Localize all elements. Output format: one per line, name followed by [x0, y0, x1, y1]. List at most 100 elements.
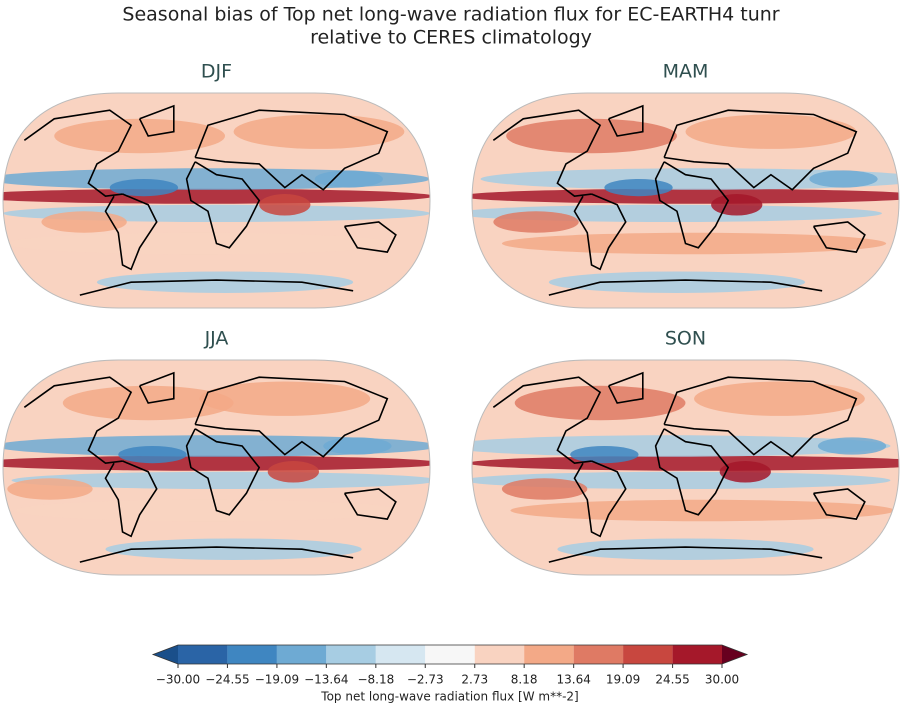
colorbar-bin [276, 645, 327, 664]
coastline [185, 428, 261, 516]
bias-field [41, 211, 127, 233]
colorbar-bin [524, 645, 574, 664]
bias-field [11, 471, 430, 489]
map [3, 93, 430, 308]
coastline [138, 371, 175, 404]
bias-field [118, 446, 187, 464]
bias-field [506, 118, 677, 154]
map-frame [2, 92, 431, 309]
colorbar-bin [573, 645, 624, 664]
coastline [23, 376, 133, 465]
panel-title: DJF [201, 61, 232, 83]
colorbar-tick-label: −8.18 [357, 673, 394, 687]
coastline [607, 104, 644, 137]
colorbar-tick-label: 13.64 [556, 673, 590, 687]
map [3, 360, 430, 575]
bias-field [199, 381, 371, 416]
bias-field [3, 188, 430, 204]
coastline [79, 279, 354, 296]
coastline [548, 279, 823, 296]
colorbar-tick-label: −30.00 [156, 673, 200, 687]
bias-field [314, 170, 384, 188]
colorbar-extend-min [153, 645, 178, 664]
coastline [812, 221, 866, 253]
colorbar-tick-label: 2.73 [461, 673, 488, 687]
coastline [343, 488, 397, 520]
coastline [104, 460, 158, 538]
coastline [573, 460, 627, 538]
bias-field [96, 271, 354, 293]
colorbar-label: Top net long-wave radiation flux [W m**-… [320, 690, 578, 704]
coastline [343, 221, 397, 253]
bias-field [259, 194, 311, 216]
panel-title: JJA [204, 328, 229, 350]
figure-title: Seasonal bias of Top net long-wave radia… [122, 4, 779, 26]
map-frame [471, 92, 900, 309]
bias-field [501, 478, 588, 500]
colorbar-tick-label: 19.09 [606, 673, 640, 687]
bias-field [233, 114, 405, 149]
coastline [492, 109, 602, 198]
bias-field [501, 232, 887, 255]
bias-field [604, 179, 673, 197]
colorbar-bin [178, 645, 228, 664]
bias-field [570, 446, 639, 464]
bias-field [685, 114, 857, 149]
colorbar-bin [474, 645, 525, 664]
coastline [663, 109, 858, 191]
coastline [654, 428, 730, 516]
bias-field [267, 461, 319, 483]
colorbar-bin [375, 645, 426, 664]
coastline [104, 193, 158, 271]
panel-title: MAM [663, 61, 709, 83]
colorbar-bin [672, 645, 722, 664]
bias-field [557, 538, 814, 560]
bias-field [472, 435, 891, 457]
colorbar-bin [326, 645, 376, 664]
bias-field [548, 271, 806, 293]
map [472, 360, 899, 575]
bias-field [3, 455, 430, 471]
figure-subtitle: relative to CERES climatology [310, 27, 592, 49]
bias-field [472, 188, 899, 204]
coastline [194, 376, 389, 458]
colorbar-extend-max [722, 645, 747, 664]
coastline [548, 546, 823, 563]
bias-field [7, 232, 392, 255]
coastline [492, 376, 602, 465]
coastline [23, 109, 133, 198]
bias-field [817, 437, 887, 455]
bias-field [719, 461, 771, 483]
bias-field [711, 194, 763, 216]
coastline [573, 193, 627, 271]
coastline [663, 376, 858, 458]
bias-field [493, 211, 579, 233]
colorbar-tick-label: −19.09 [255, 673, 299, 687]
colorbar-bin [623, 645, 673, 664]
coastline [654, 161, 730, 249]
colorbar-tick-label: 24.55 [655, 673, 689, 687]
map-frame [2, 359, 431, 576]
bias-field [480, 168, 899, 190]
panel-title: SON [665, 328, 706, 350]
colorbar-tick-label: 8.18 [511, 673, 538, 687]
coastline [194, 109, 389, 191]
bias-field [54, 118, 226, 154]
coastline [79, 546, 354, 563]
bias-field [3, 168, 430, 190]
bias-field [7, 478, 93, 500]
bias-field [809, 170, 878, 188]
bias-field [694, 381, 865, 416]
coastline [138, 104, 175, 137]
colorbar-tick-label: −13.64 [304, 673, 348, 687]
bias-field [109, 179, 179, 197]
colorbar-bin [425, 645, 475, 664]
colorbar-tick-label: 30.00 [705, 673, 739, 687]
bias-field [105, 538, 362, 560]
bias-field [323, 437, 392, 455]
coastline [812, 488, 866, 520]
colorbar-tick-label: −24.55 [205, 673, 249, 687]
bias-field [514, 385, 686, 421]
map-frame [471, 359, 900, 576]
